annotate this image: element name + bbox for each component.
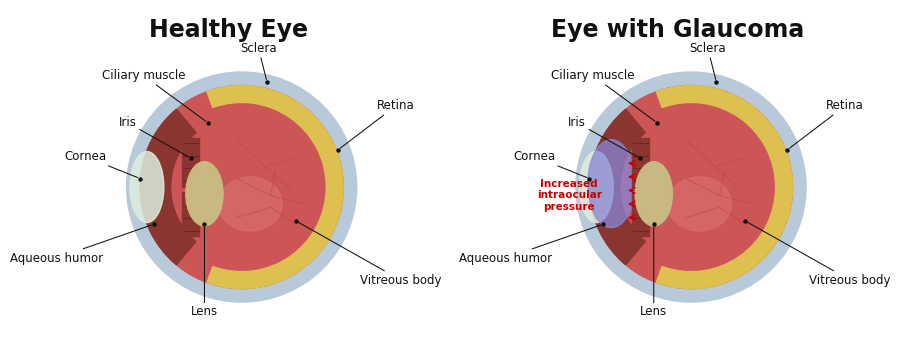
Text: Increased
intraocular
pressure: Increased intraocular pressure	[536, 179, 602, 212]
Text: Aqueous humor: Aqueous humor	[459, 225, 600, 265]
Wedge shape	[656, 86, 793, 289]
Wedge shape	[590, 109, 645, 265]
Text: Retina: Retina	[789, 99, 864, 148]
Text: Iris: Iris	[568, 116, 638, 157]
Bar	[183, 138, 200, 187]
Text: Sclera: Sclera	[240, 42, 277, 79]
Bar	[632, 192, 649, 236]
Ellipse shape	[185, 162, 223, 226]
Text: Retina: Retina	[340, 99, 415, 148]
Ellipse shape	[667, 177, 732, 231]
Ellipse shape	[130, 151, 164, 223]
Wedge shape	[207, 86, 343, 289]
Text: Ciliary muscle: Ciliary muscle	[102, 69, 205, 121]
Ellipse shape	[635, 162, 672, 226]
Text: Lens: Lens	[191, 227, 218, 319]
Text: Cornea: Cornea	[514, 150, 587, 178]
Text: Vitreous body: Vitreous body	[748, 222, 891, 287]
Circle shape	[590, 86, 793, 289]
Circle shape	[576, 72, 806, 302]
Bar	[183, 192, 200, 236]
Text: Cornea: Cornea	[64, 150, 138, 178]
Text: Lens: Lens	[640, 227, 667, 319]
Text: Iris: Iris	[119, 116, 188, 157]
Title: Healthy Eye: Healthy Eye	[148, 18, 308, 42]
Text: Vitreous body: Vitreous body	[298, 222, 442, 287]
Text: Sclera: Sclera	[689, 42, 726, 79]
Ellipse shape	[580, 151, 613, 223]
Circle shape	[140, 86, 343, 289]
Title: Eye with Glaucoma: Eye with Glaucoma	[551, 18, 804, 42]
Ellipse shape	[588, 140, 635, 228]
Circle shape	[127, 72, 356, 302]
Ellipse shape	[218, 177, 283, 231]
Wedge shape	[140, 109, 196, 265]
Bar	[632, 138, 649, 187]
Text: Aqueous humor: Aqueous humor	[10, 225, 151, 265]
Text: Ciliary muscle: Ciliary muscle	[551, 69, 655, 121]
